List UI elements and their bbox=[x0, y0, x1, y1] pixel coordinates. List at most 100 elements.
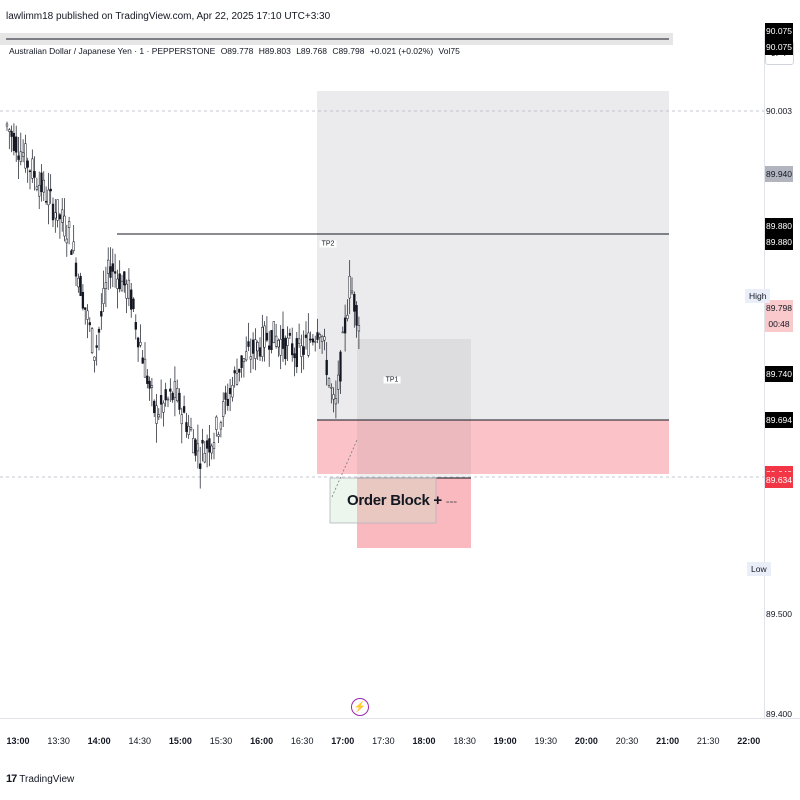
candle-body bbox=[81, 291, 85, 309]
candle-body bbox=[300, 345, 303, 357]
candle-body bbox=[217, 434, 220, 437]
candle-body bbox=[286, 337, 289, 346]
candle-body bbox=[325, 359, 328, 376]
candle-body bbox=[123, 271, 126, 286]
candle-body bbox=[304, 334, 308, 338]
candle-body bbox=[288, 332, 292, 336]
time-label: 18:00 bbox=[412, 736, 436, 746]
candle-body bbox=[12, 132, 16, 151]
time-label: 22:00 bbox=[737, 736, 761, 746]
candle-body bbox=[279, 338, 282, 356]
candle-body bbox=[332, 394, 335, 400]
candle-body bbox=[318, 334, 321, 338]
candle-body bbox=[222, 401, 225, 417]
candle-body bbox=[251, 339, 255, 354]
candle-body bbox=[157, 414, 160, 418]
candle-body bbox=[120, 280, 124, 292]
candle-body bbox=[17, 155, 20, 160]
candle-body bbox=[254, 339, 257, 359]
candle-body bbox=[297, 338, 301, 344]
time-label: 19:30 bbox=[534, 736, 558, 746]
price-label: 89.500 bbox=[766, 609, 792, 619]
candle-body bbox=[270, 330, 273, 351]
candle-body bbox=[171, 392, 174, 401]
time-label: 13:30 bbox=[47, 736, 70, 746]
symbol-legend[interactable]: Australian Dollar / Japanese Yen · 1 · P… bbox=[9, 46, 463, 56]
candle-body bbox=[291, 343, 294, 356]
candle-body bbox=[208, 438, 211, 453]
candle-body bbox=[162, 402, 165, 413]
candle-body bbox=[307, 332, 310, 356]
time-label: 17:30 bbox=[372, 736, 395, 746]
time-label: 14:30 bbox=[128, 736, 152, 746]
price-label: 89.694 bbox=[765, 412, 793, 428]
candle-body bbox=[136, 337, 140, 348]
candle-body bbox=[74, 262, 78, 277]
candle-body bbox=[194, 439, 197, 456]
candle-body bbox=[77, 277, 80, 288]
time-label: 13:00 bbox=[6, 736, 30, 746]
candle-body bbox=[5, 123, 9, 127]
candle-body bbox=[169, 388, 172, 392]
candle-body bbox=[311, 338, 315, 343]
candle-body bbox=[185, 422, 188, 432]
tp2-label: TP2 bbox=[319, 240, 337, 248]
order-block-label[interactable]: Order Block + --- bbox=[347, 492, 457, 509]
candle-body bbox=[277, 340, 280, 348]
candle-body bbox=[199, 463, 202, 469]
candle-body bbox=[210, 445, 213, 454]
time-label: 20:30 bbox=[615, 736, 639, 746]
price-label: 00:48 bbox=[765, 316, 793, 332]
candle-body bbox=[261, 327, 264, 357]
candle-body bbox=[102, 288, 105, 304]
time-label: 16:00 bbox=[250, 736, 274, 746]
candle-body bbox=[341, 331, 344, 334]
candle-body bbox=[316, 332, 319, 340]
candle-body bbox=[24, 143, 27, 169]
target-zone-small bbox=[357, 339, 471, 478]
candle-body bbox=[238, 368, 241, 373]
lightning-icon[interactable]: ⚡ bbox=[351, 698, 369, 716]
candle-body bbox=[70, 250, 73, 255]
time-label: 15:30 bbox=[209, 736, 233, 746]
candle-body bbox=[51, 203, 55, 221]
candle-body bbox=[139, 342, 142, 346]
candle-body bbox=[249, 356, 252, 360]
candle-body bbox=[268, 345, 271, 350]
candle-body bbox=[95, 345, 98, 348]
candle-body bbox=[302, 346, 305, 355]
candle-body bbox=[180, 414, 183, 425]
candle-body bbox=[173, 381, 177, 399]
candle-body bbox=[353, 293, 356, 312]
candle-body bbox=[350, 290, 354, 294]
candle-body bbox=[224, 392, 227, 400]
candle-body bbox=[10, 130, 13, 137]
candle-body bbox=[100, 311, 103, 317]
price-label: 89.880 bbox=[765, 234, 793, 250]
candle-body bbox=[187, 425, 190, 435]
candle-body bbox=[35, 186, 39, 190]
tradingview-logo[interactable]: 17 TradingView bbox=[6, 773, 74, 785]
symbol-name: Australian Dollar / Japanese Yen · 1 · P… bbox=[9, 46, 216, 56]
candle-body bbox=[26, 160, 29, 168]
candle-body bbox=[182, 406, 186, 413]
candle-body bbox=[28, 170, 32, 173]
candle-body bbox=[228, 388, 232, 395]
candle-body bbox=[97, 328, 101, 333]
candle-body bbox=[295, 338, 298, 368]
price-label: 90.003 bbox=[766, 106, 792, 116]
tradingview-mark-icon: 17 bbox=[6, 773, 17, 785]
high-tag: High bbox=[745, 289, 771, 303]
candle-body bbox=[155, 405, 158, 424]
candle-body bbox=[104, 282, 108, 289]
price-label: 89.634 bbox=[765, 472, 793, 488]
candle-body bbox=[320, 336, 324, 343]
candle-body bbox=[337, 374, 340, 390]
candle-body bbox=[143, 358, 147, 378]
candle-body bbox=[42, 179, 45, 193]
time-label: 15:00 bbox=[168, 736, 192, 746]
candle-body bbox=[219, 422, 223, 430]
time-label: 18:30 bbox=[453, 736, 476, 746]
candle-body bbox=[21, 152, 25, 157]
